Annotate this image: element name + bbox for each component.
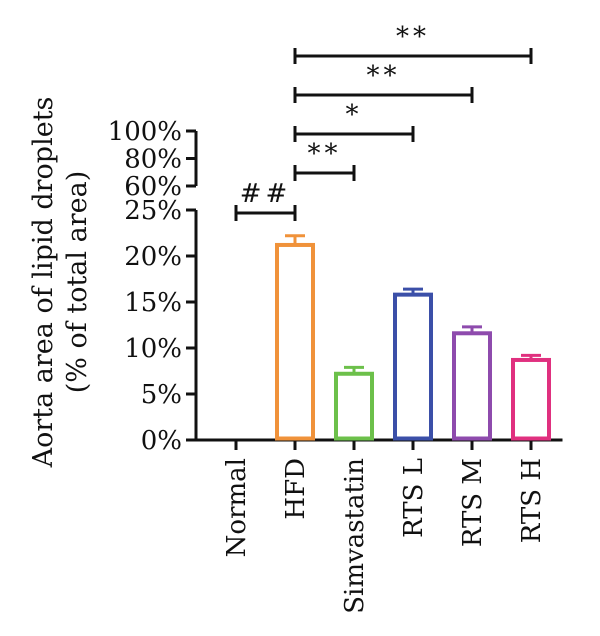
y-tick-label: 10% [124,334,182,364]
y-axis-label-line-1: Aorta area of lipid droplets [28,97,59,469]
bar-rts-l [393,292,433,441]
x-tick-label: RTS L [399,458,429,538]
bar-hfd [275,242,315,441]
significance-brackets: ##******* [234,22,533,221]
y-tick-label: 80% [124,145,182,175]
significance-label: ** [367,61,401,91]
x-tick-labels: Normal HFD Simvastatin RTS L RTS M RTS H [222,458,547,614]
significance-label: ** [396,22,430,52]
x-tick-label: Normal [222,458,252,557]
significance-label: * [346,100,363,130]
significance-label: ## [240,179,292,209]
y-tick-label: 25% [124,196,182,226]
y-tick-label: 20% [124,242,182,272]
y-tick-label: 0% [141,426,182,456]
significance-bracket: ## [234,179,297,221]
bar-simvastatin [334,371,374,441]
bar-rts-h [511,357,551,441]
y-axis-label-line-2: (% of total area) [62,171,93,394]
y-tick-label: 60% [124,172,182,202]
significance-bracket: * [293,100,415,142]
x-tick-label: RTS H [517,458,547,543]
y-tick-label: 100% [108,117,182,147]
bars [275,234,551,441]
significance-bracket: ** [293,139,356,181]
bar-rts-m [452,331,492,441]
y-axis-label: Aorta area of lipid droplets (% of total… [28,97,93,469]
x-tick-label: HFD [281,458,311,520]
significance-label: ** [308,139,342,169]
significance-bracket: ** [293,22,533,64]
y-tick-label: 5% [141,380,182,410]
significance-bracket: ** [293,61,474,103]
axes: 0% 5% 10% 15% 20% 25%60%80%100% [108,117,563,456]
y-tick-label: 15% [124,288,182,318]
x-tick-label: RTS M [458,458,488,547]
x-tick-label: Simvastatin [340,458,370,614]
